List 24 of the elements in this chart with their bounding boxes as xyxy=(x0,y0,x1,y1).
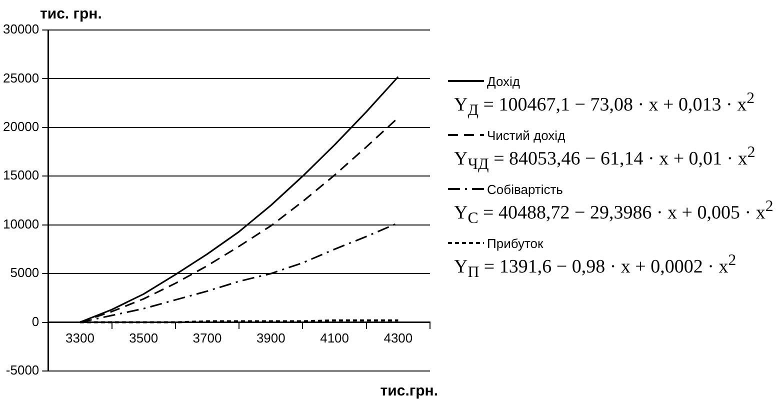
x-tick-label: 3500 xyxy=(129,330,158,346)
x-tick-label: 4300 xyxy=(384,330,413,346)
y-tick-label: 0 xyxy=(32,314,40,329)
y-tick-label: 10000 xyxy=(2,216,40,232)
x-tick-label: 3700 xyxy=(192,330,222,346)
x-axis-title: тис.грн. xyxy=(380,382,438,400)
x-tick-label: 3900 xyxy=(256,330,286,346)
y-tick-label: 30000 xyxy=(2,22,40,37)
legend-label: Прибуток xyxy=(487,236,544,251)
legend-label: Дохід xyxy=(487,74,520,88)
y-tick-label: -5000 xyxy=(6,362,40,378)
legend-label: Собівартість xyxy=(487,182,563,197)
text: Y$_{ЧД}$ = 84053,46 − 61,14 · x + 0,01 · x$^{2}$ xyxy=(454,144,756,174)
y-tick-label: 25000 xyxy=(2,70,40,86)
text: Y$_{С}$ = 40488,72 − 29,3986 · x + 0,005 · x$^{2}$ xyxy=(454,198,774,228)
x-tick-label: 3300 xyxy=(66,330,94,346)
x-tick-label: 4100 xyxy=(320,330,349,346)
y-tick-label: 20000 xyxy=(2,119,40,134)
y-axis-title: тис. грн. xyxy=(40,6,102,23)
y-tick-label: 15000 xyxy=(2,168,40,183)
legend-label: Чистий дохід xyxy=(487,128,566,143)
text: Y$_{П}$ = 1391,6 − 0,98 · x + 0,0002 · x$^{2}$ xyxy=(454,252,738,282)
y-tick-label: 5000 xyxy=(10,265,40,280)
text: Y$_{Д}$ = 100467,1 − 73,08 · x + 0,013 · x$^{2}$ xyxy=(454,90,756,120)
